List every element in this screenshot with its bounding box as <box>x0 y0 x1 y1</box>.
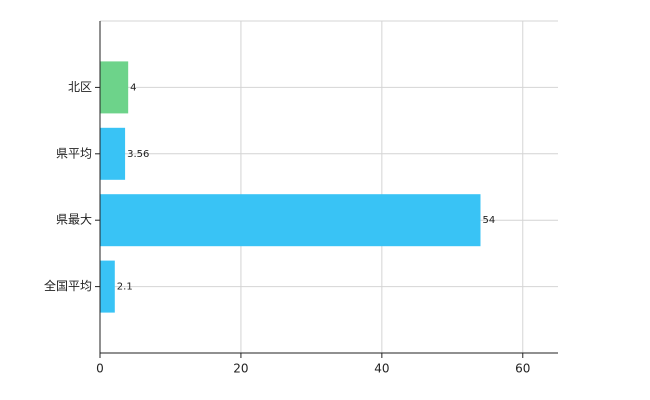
bar <box>100 127 126 180</box>
y-tick-label: 北区 <box>68 80 92 94</box>
value-label: 54 <box>482 215 495 226</box>
x-tick-label: 0 <box>96 362 104 376</box>
x-tick-label: 60 <box>515 362 530 376</box>
value-label: 2.1 <box>117 282 133 293</box>
bar <box>100 194 481 247</box>
bar <box>100 61 129 114</box>
value-label: 4 <box>130 82 136 93</box>
x-tick-label: 40 <box>374 362 389 376</box>
x-tick-label: 20 <box>233 362 248 376</box>
value-label: 3.56 <box>127 149 149 160</box>
y-tick-label: 県最大 <box>56 213 92 227</box>
y-tick-label: 県平均 <box>56 146 92 160</box>
y-tick-label: 全国平均 <box>44 278 92 293</box>
bar <box>100 260 115 313</box>
